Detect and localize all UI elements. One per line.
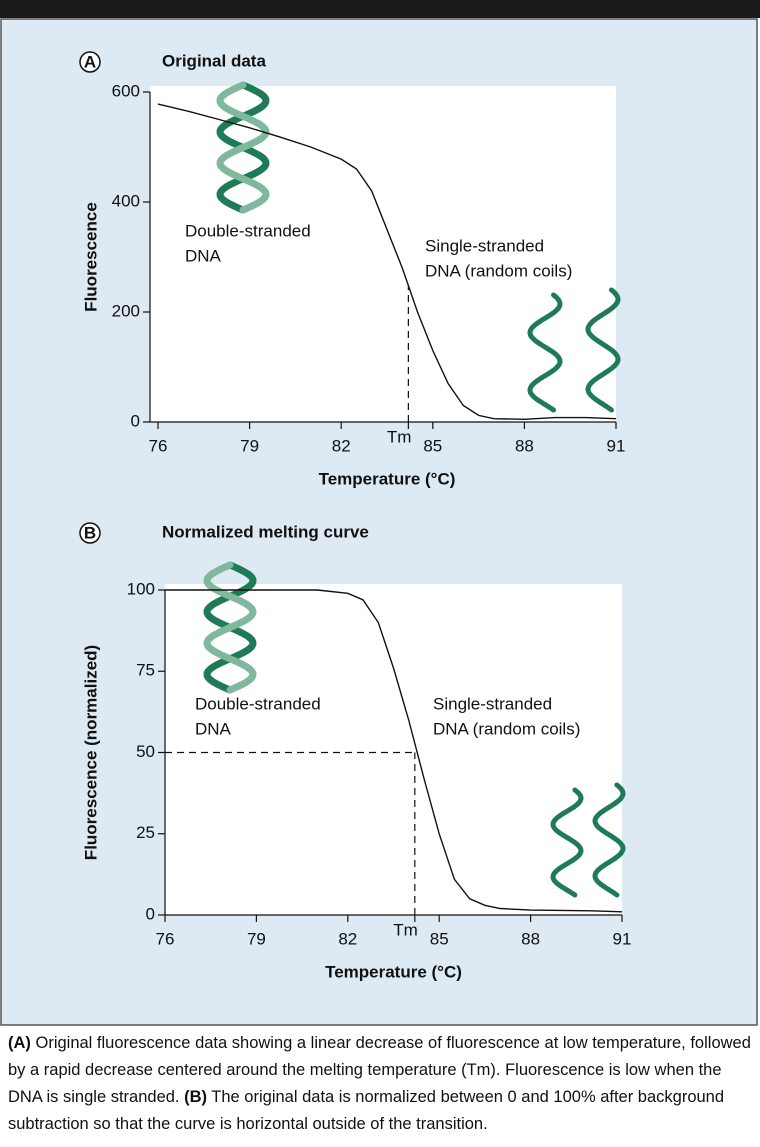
y-tick-label: 400 xyxy=(112,191,140,210)
dna-strand xyxy=(527,292,563,413)
dna-strand xyxy=(203,561,257,694)
x-tick-label: 85 xyxy=(423,436,442,455)
panel-label: A xyxy=(84,52,96,71)
annotation: DNA (random coils) xyxy=(433,719,580,738)
y-tick-label: 100 xyxy=(127,579,155,598)
x-tick-label: 79 xyxy=(247,929,266,948)
caption-text: The original data is normalized between … xyxy=(8,1088,725,1133)
annotation: DNA xyxy=(185,246,222,265)
panel-badge xyxy=(79,522,101,544)
x-tick-label: 91 xyxy=(613,929,632,948)
plot-area xyxy=(165,584,622,915)
caption: (A) Original fluorescence data showing a… xyxy=(8,1030,752,1138)
caption-label: (A) xyxy=(8,1034,31,1052)
x-tick-label: 82 xyxy=(332,436,351,455)
figure: A Original data 0 200 400 600 76 79 82 Tm 85 88 91 Te… xyxy=(0,18,758,1026)
caption-label: (B) xyxy=(184,1088,207,1106)
x-tick-label: Tm xyxy=(387,427,412,446)
panel-label: B xyxy=(84,523,96,542)
header-bar xyxy=(0,0,760,18)
y-tick-label: 0 xyxy=(131,411,140,430)
y-tick-label: 600 xyxy=(112,81,140,100)
chart-title: Normalized melting curve xyxy=(162,522,369,541)
chart-title: Original data xyxy=(162,51,266,70)
x-tick-label: 79 xyxy=(240,436,259,455)
melting-curve xyxy=(165,589,623,913)
caption-text: Original fluorescence data showing a lin… xyxy=(8,1034,751,1106)
x-tick-label: 76 xyxy=(156,929,175,948)
y-tick-label: 25 xyxy=(136,823,155,842)
annotation: Single-stranded xyxy=(425,236,544,255)
y-axis-label: Fluorescence xyxy=(81,202,100,312)
y-tick-label: 200 xyxy=(112,301,140,320)
annotation: Double-stranded xyxy=(195,694,321,713)
annotation: DNA (random coils) xyxy=(425,261,572,280)
melting-curve xyxy=(157,103,617,421)
x-tick-label: 91 xyxy=(607,436,626,455)
x-tick-label: Tm xyxy=(393,920,418,939)
annotation: Double-stranded xyxy=(185,221,311,240)
x-tick-label: 88 xyxy=(515,436,534,455)
x-tick-label: 85 xyxy=(430,929,449,948)
y-tick-label: 50 xyxy=(136,742,155,761)
x-axis-label: Temperature (°C) xyxy=(325,962,462,981)
dna-strand xyxy=(216,81,270,214)
x-tick-label: 76 xyxy=(149,436,168,455)
y-axis-label: Fluorescence (normalized) xyxy=(81,645,100,860)
y-tick-label: 75 xyxy=(136,661,155,680)
dna-strand xyxy=(592,782,626,898)
annotation: DNA xyxy=(195,719,232,738)
panel-badge xyxy=(79,51,101,73)
x-tick-label: 88 xyxy=(521,929,540,948)
annotation: Single-stranded xyxy=(433,694,552,713)
dna-strand xyxy=(585,287,621,413)
dna-strand xyxy=(550,787,584,898)
x-tick-label: 82 xyxy=(338,929,357,948)
y-tick-label: 0 xyxy=(146,904,155,923)
x-axis-label: Temperature (°C) xyxy=(319,469,456,488)
